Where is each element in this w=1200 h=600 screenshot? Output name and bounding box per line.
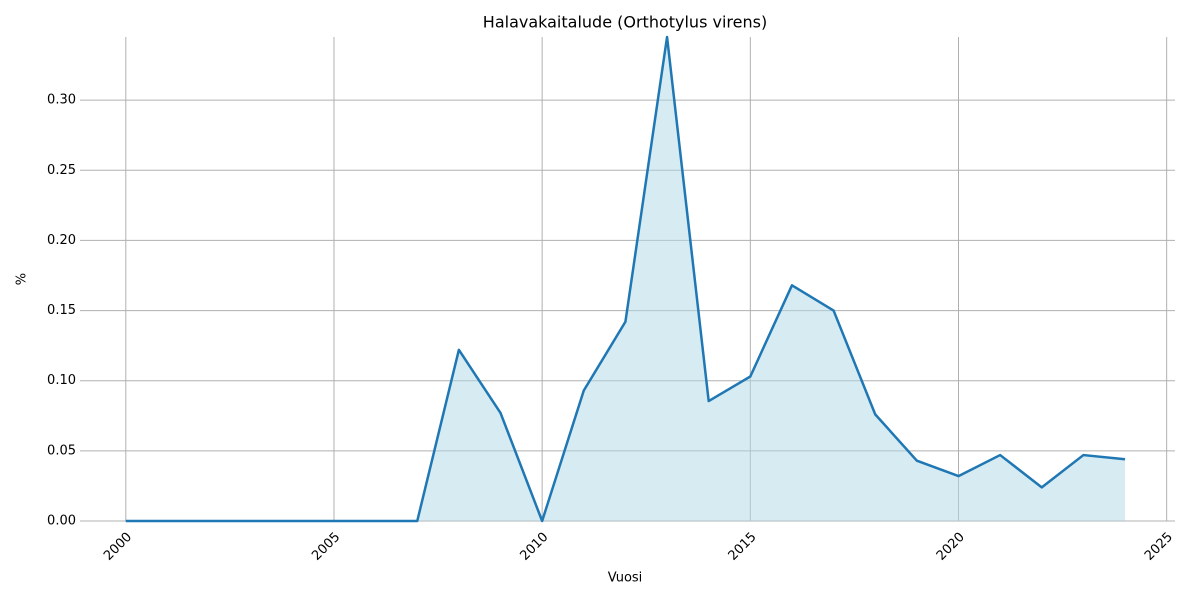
y-tick-label: 0.05 (47, 443, 76, 458)
y-tick-label: 0.00 (47, 514, 76, 529)
x-axis-label: Vuosi (608, 571, 643, 586)
y-tick-label: 0.25 (47, 163, 76, 178)
y-tick-label: 0.10 (47, 373, 76, 388)
chart-title: Halavakaitalude (Orthotylus virens) (483, 13, 767, 32)
x-tick-label: 2015 (726, 530, 760, 564)
y-tick-label: 0.15 (47, 303, 76, 318)
y-tick-label: 0.20 (47, 233, 76, 248)
y-axis-label: % (15, 273, 30, 285)
x-tick-label: 2010 (517, 530, 551, 564)
x-tick-label: 2025 (1142, 530, 1176, 564)
area (125, 37, 1126, 521)
x-tick-label: 2000 (101, 530, 135, 564)
y-tick-label: 0.30 (47, 93, 76, 108)
x-tick-label: 2005 (309, 530, 343, 564)
line (125, 35, 1126, 523)
x-tick-label: 2020 (934, 530, 968, 564)
